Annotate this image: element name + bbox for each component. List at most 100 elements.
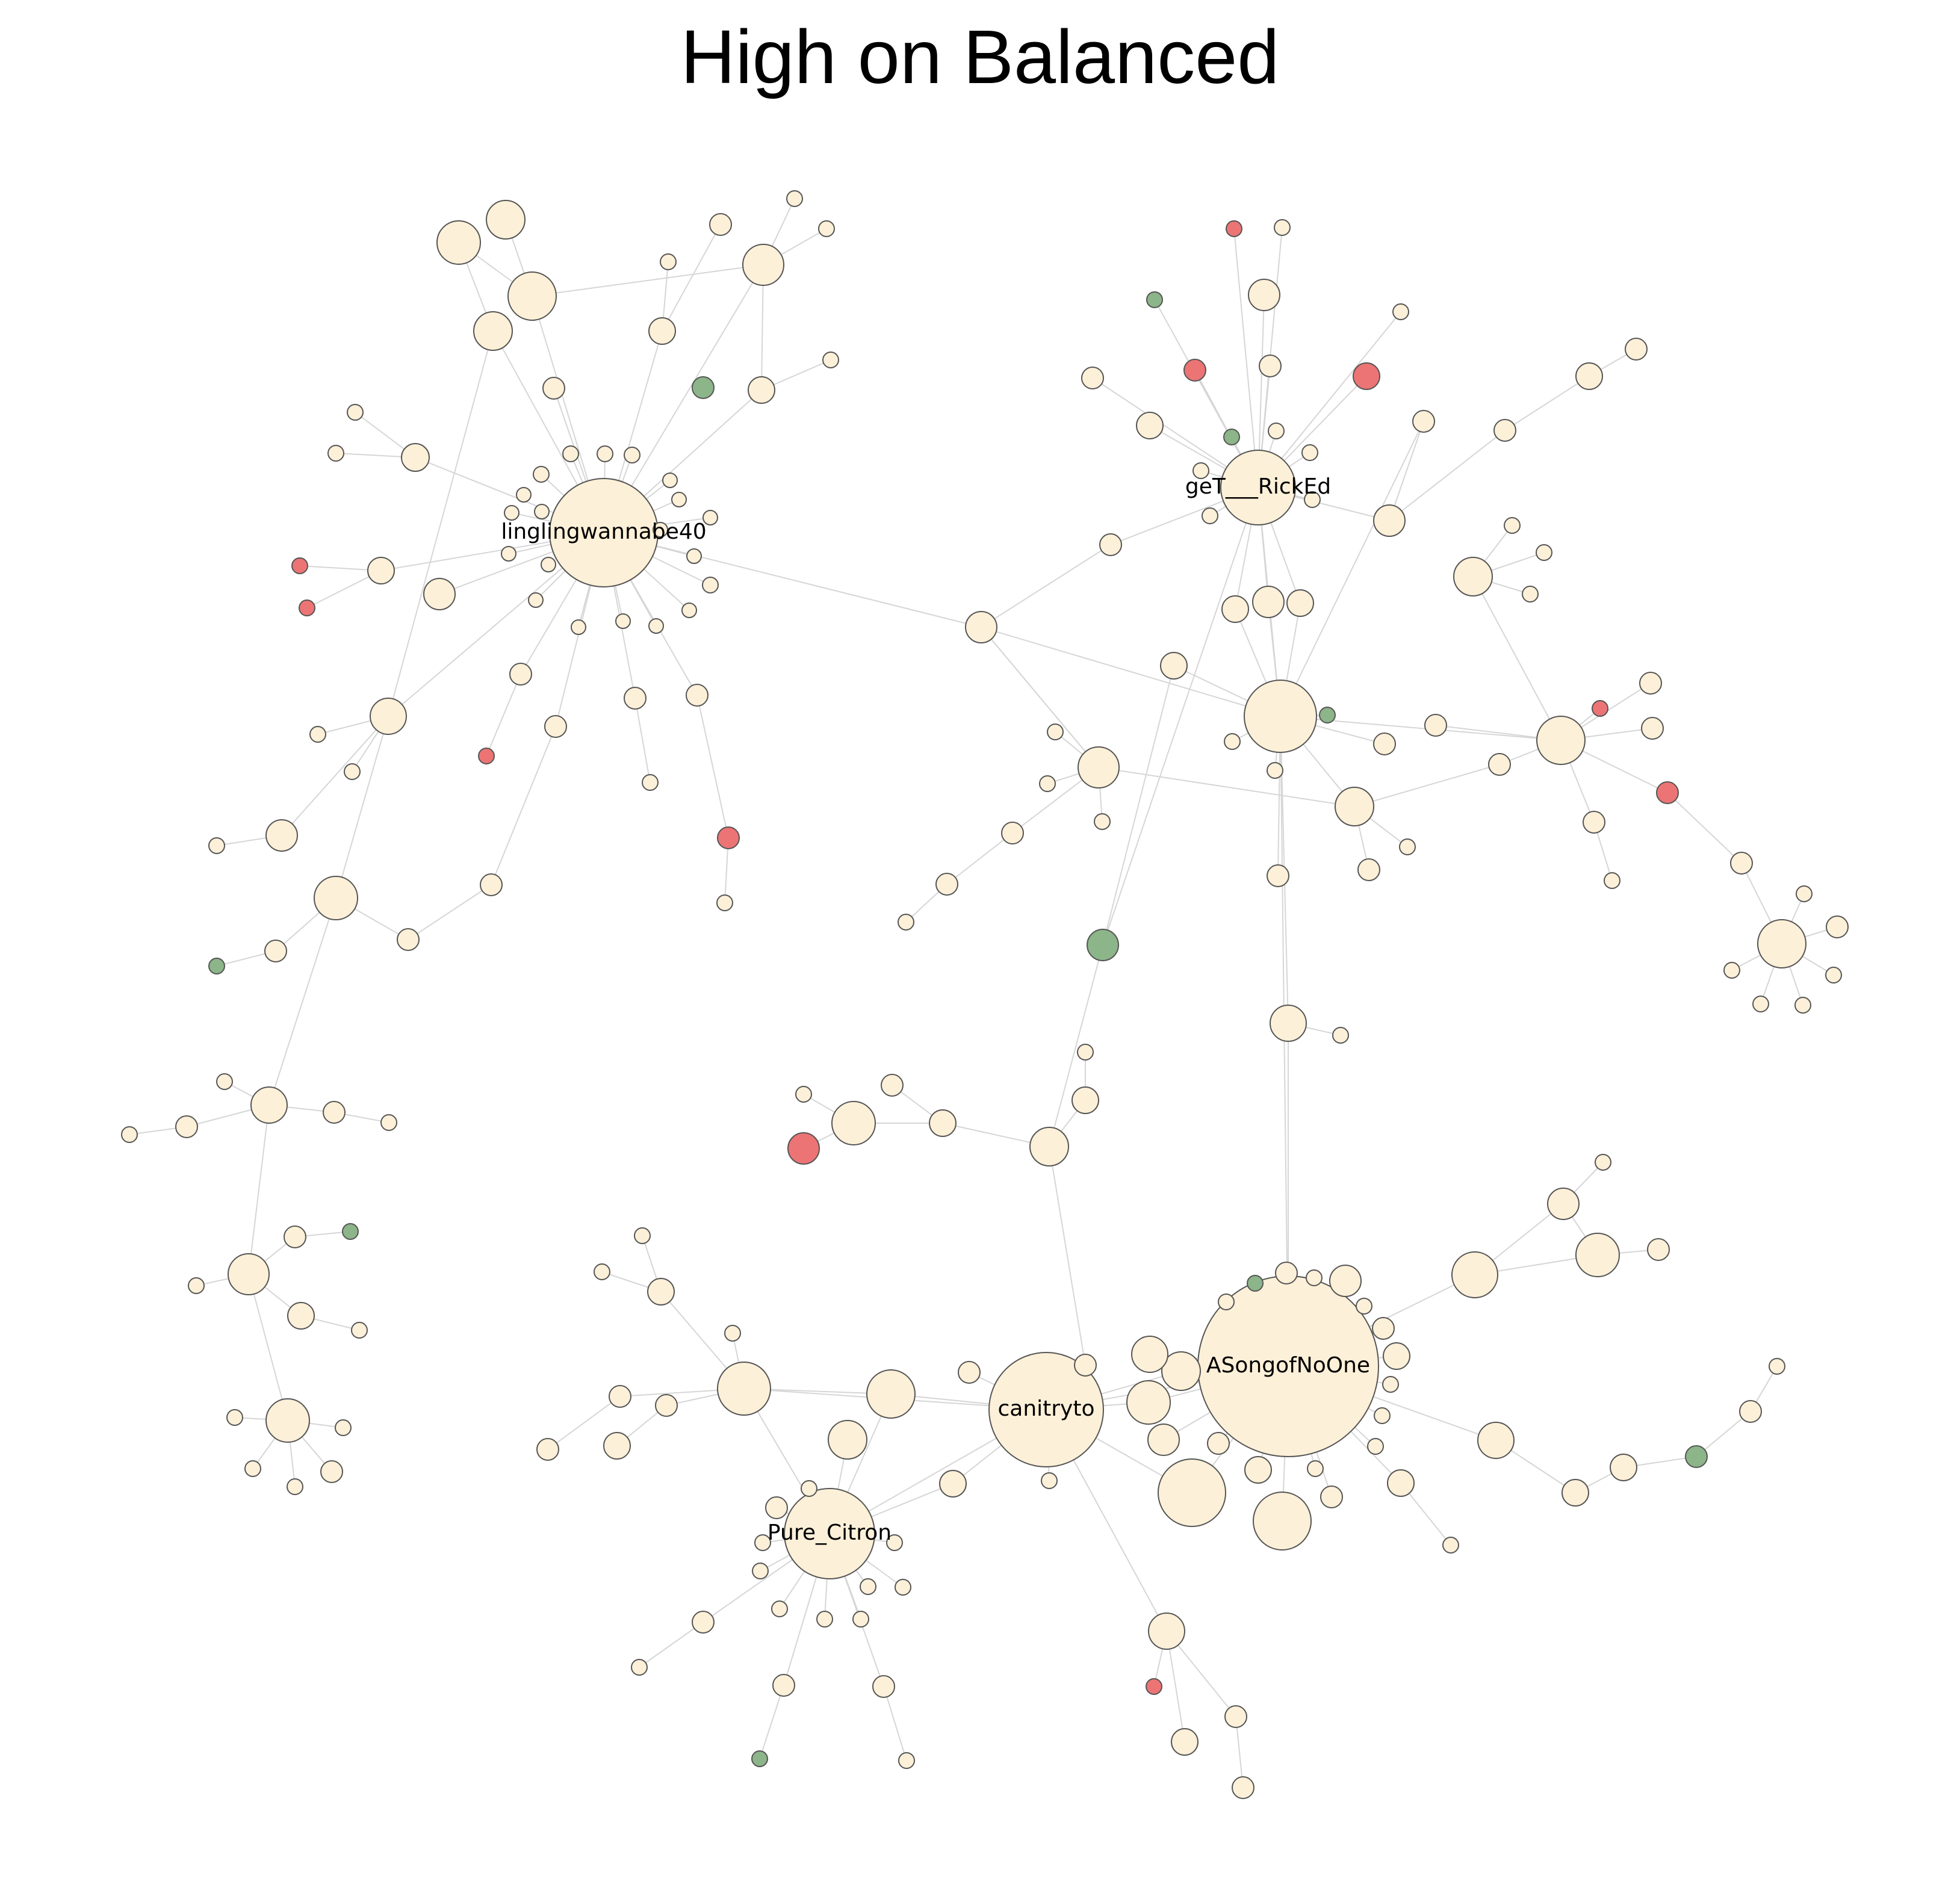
graph-node <box>1081 367 1104 389</box>
graph-node <box>265 819 298 852</box>
graph-node <box>1769 1358 1785 1375</box>
graph-node <box>597 445 613 462</box>
graph-node <box>1536 544 1552 561</box>
graph-node <box>507 271 557 321</box>
graph-node <box>1392 303 1409 320</box>
graph-node <box>1041 1472 1058 1489</box>
graph-node <box>816 1611 833 1628</box>
graph-node <box>473 311 513 351</box>
graph-node <box>772 1674 795 1697</box>
graph-edge <box>603 532 982 628</box>
graph-node <box>1625 338 1648 361</box>
graph-edge <box>883 1686 907 1761</box>
graph-node <box>653 522 668 538</box>
graph-node <box>1319 707 1336 723</box>
graph-node <box>872 1675 895 1698</box>
hub-label: canitryto <box>997 1396 1094 1421</box>
graph-edge <box>634 698 651 783</box>
graph-node <box>1126 1380 1171 1425</box>
graph-node <box>1147 1424 1180 1456</box>
graph-node <box>1252 586 1285 618</box>
graph-node <box>327 445 344 462</box>
graph-node <box>1226 220 1242 237</box>
graph-node <box>533 466 550 483</box>
graph-node <box>1224 1705 1247 1728</box>
graph-node <box>648 618 664 634</box>
graph-node <box>660 253 677 270</box>
graph-node <box>818 220 835 237</box>
graph-node <box>478 748 495 764</box>
graph-node <box>662 472 678 488</box>
graph-node <box>1078 746 1120 788</box>
graph-node <box>624 447 640 463</box>
graph-node <box>1094 813 1111 830</box>
graph-node <box>831 1101 876 1145</box>
graph-node <box>603 1432 631 1460</box>
graph-node <box>1244 1456 1272 1484</box>
graph-node <box>1224 733 1241 750</box>
graph-node <box>1575 1233 1620 1277</box>
graph-node <box>1171 1728 1199 1756</box>
graph-node <box>1029 1127 1069 1166</box>
graph-node <box>1796 885 1813 902</box>
graph-node <box>284 1225 306 1248</box>
graph-edge <box>1696 1411 1751 1457</box>
graph-node <box>216 1073 233 1090</box>
graph-node <box>642 774 659 791</box>
graph-node <box>528 592 544 608</box>
graph-node <box>1202 507 1218 524</box>
graph-node <box>1685 1445 1708 1468</box>
graph-node <box>1192 462 1209 479</box>
graph-node <box>1575 362 1603 390</box>
graph-edge <box>335 716 389 899</box>
graph-node <box>881 1074 904 1097</box>
graph-node <box>370 698 407 735</box>
graph-node <box>1794 997 1811 1014</box>
hub-node <box>1220 450 1296 525</box>
graph-node <box>351 1322 368 1339</box>
graph-node <box>754 1534 771 1551</box>
graph-node <box>1001 822 1024 844</box>
graph-node <box>1244 680 1317 753</box>
graph-node <box>571 619 586 635</box>
graph-node <box>287 1478 303 1495</box>
graph-node <box>1372 1317 1395 1340</box>
graph-node <box>309 726 326 743</box>
graph-edge <box>1280 421 1424 717</box>
graph-node <box>1752 996 1769 1012</box>
graph-node <box>323 1101 346 1124</box>
graph-node <box>1382 1376 1399 1393</box>
graph-node <box>1267 864 1289 887</box>
graph-edge <box>981 627 1099 768</box>
graph-node <box>866 1369 916 1419</box>
graph-node <box>1610 1454 1637 1481</box>
graph-node <box>1357 858 1380 881</box>
graph-node <box>1592 700 1608 717</box>
graph-node <box>702 510 718 525</box>
graph-node <box>655 1394 678 1417</box>
graph-node <box>1136 412 1164 439</box>
graph-node <box>1335 787 1374 826</box>
graph-node <box>1442 1537 1459 1554</box>
graph-node <box>631 1659 648 1676</box>
graph-node <box>1826 915 1849 938</box>
graph-node <box>1267 762 1283 779</box>
graph-edge <box>1049 1146 1086 1366</box>
graph-node <box>1307 1460 1324 1477</box>
graph-node <box>958 1361 981 1384</box>
graph-node <box>1158 1458 1226 1527</box>
graph-node <box>226 1409 243 1426</box>
graph-node <box>208 837 225 854</box>
graph-node <box>692 376 715 399</box>
graph-node <box>786 190 803 207</box>
graph-edge <box>1504 376 1590 431</box>
graph-node <box>594 1263 610 1280</box>
graph-node <box>1146 1678 1162 1695</box>
graph-node <box>314 876 358 920</box>
graph-node <box>895 1579 911 1596</box>
graph-node <box>1221 595 1249 623</box>
graph-node <box>1373 733 1396 755</box>
graph-node <box>299 599 315 616</box>
graph-node <box>480 873 503 896</box>
graph-node <box>748 376 775 404</box>
